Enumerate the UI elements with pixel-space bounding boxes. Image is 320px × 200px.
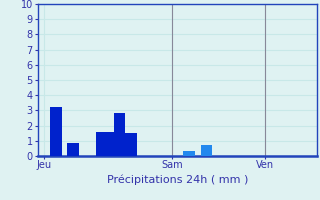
Bar xyxy=(96,132,108,156)
Bar xyxy=(68,143,79,156)
X-axis label: Précipitations 24h ( mm ): Précipitations 24h ( mm ) xyxy=(107,174,248,185)
Bar xyxy=(183,151,195,156)
Bar xyxy=(201,145,212,156)
Bar xyxy=(50,107,61,156)
Bar xyxy=(114,113,125,156)
Bar xyxy=(108,132,120,156)
Bar xyxy=(125,133,137,156)
